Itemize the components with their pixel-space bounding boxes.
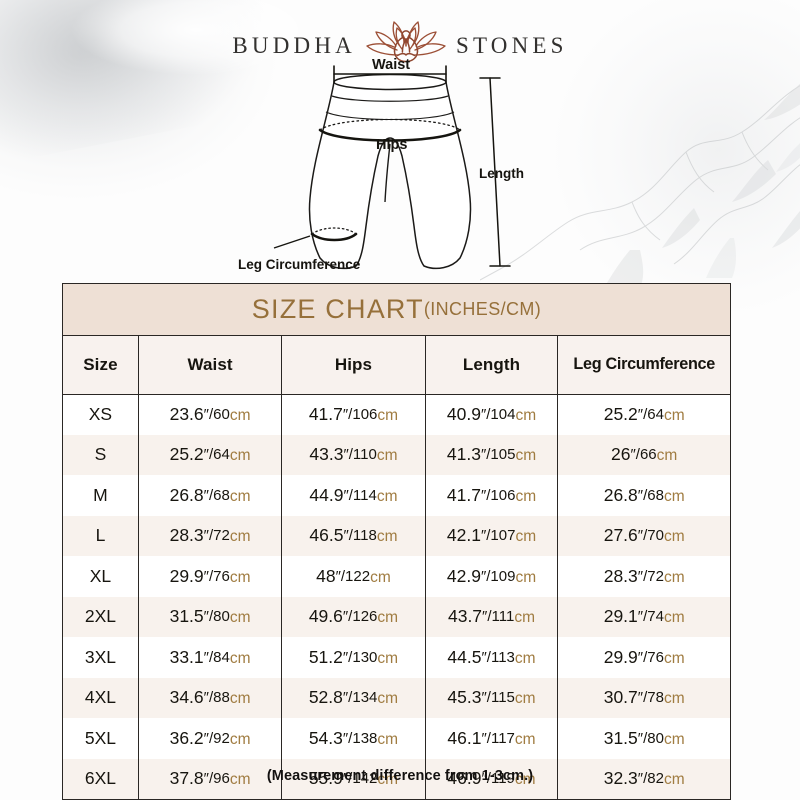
- cell-waist: 25.2″/64cm: [138, 434, 283, 475]
- cell-leg-circumference: 26.8″/68cm: [557, 475, 730, 516]
- cell-hips: 51.2″/130cm: [281, 637, 426, 678]
- table-row: 5XL 36.2″/92cm 54.3″/138cm 46.1″/117cm 31.5″…: [63, 718, 730, 759]
- cell-length: 41.7″/106cm: [425, 475, 559, 516]
- cell-leg-circumference: 28.3″/72cm: [557, 556, 730, 597]
- size-chart-table: Size Waist Hips Length Leg Circumference…: [63, 336, 730, 799]
- cell-size: L: [63, 515, 139, 556]
- diagram-label-leg-circumference: Leg Circumference: [238, 257, 361, 272]
- cell-leg-circumference: 30.7″/78cm: [557, 677, 730, 718]
- cell-leg-circumference: 25.2″/64cm: [557, 394, 730, 435]
- cell-waist: 23.6″/60cm: [138, 394, 283, 435]
- cell-hips: 54.3″/138cm: [281, 718, 426, 759]
- brand-word-right: STONES: [455, 32, 568, 58]
- cell-waist: 37.8″/96cm: [138, 758, 283, 799]
- cell-size: 3XL: [63, 637, 139, 678]
- brand-word-left: BUDDHA: [232, 32, 356, 58]
- table-row: M 26.8″/68cm 44.9″/114cm 41.7″/106cm 26.8″/6…: [63, 475, 730, 516]
- cell-leg-circumference: 27.6″/70cm: [557, 515, 730, 556]
- size-chart-title-main: SIZE CHART: [251, 294, 424, 324]
- size-chart-table-container: SIZE CHART (INCHES/CM) Size Waist Hips Le…: [62, 283, 731, 800]
- cell-size: S: [63, 434, 139, 475]
- cell-leg-circumference: 29.9″/76cm: [557, 637, 730, 678]
- cell-leg-circumference: 26″/66cm: [557, 434, 730, 475]
- cell-waist: 26.8″/68cm: [138, 475, 283, 516]
- diagram-label-length: Length: [479, 166, 524, 181]
- table-row: XS 23.6″/60cm 41.7″/106cm 40.9″/104cm 25.2″/…: [63, 394, 730, 435]
- cell-length: 46.1″/117cm: [425, 718, 559, 759]
- column-header-leg-circumference: Leg Circumference: [557, 336, 730, 395]
- column-header-length: Length: [425, 336, 559, 395]
- cell-size: 6XL: [63, 758, 139, 799]
- cell-size: XL: [63, 556, 139, 597]
- cell-waist: 31.5″/80cm: [138, 596, 283, 637]
- column-header-size: Size: [63, 336, 139, 395]
- table-body: XS 23.6″/60cm 41.7″/106cm 40.9″/104cm 25.2″/…: [63, 394, 730, 799]
- cell-leg-circumference: 31.5″/80cm: [557, 718, 730, 759]
- size-chart-title: SIZE CHART (INCHES/CM): [63, 284, 730, 336]
- cell-size: 4XL: [63, 677, 139, 718]
- cell-length: 45.3″/115cm: [425, 677, 559, 718]
- cell-waist: 29.9″/76cm: [138, 556, 283, 597]
- cell-size: XS: [63, 394, 139, 435]
- column-header-waist: Waist: [138, 336, 283, 395]
- brand-logo: BUDDHA: [0, 18, 800, 72]
- cell-hips: 52.8″/134cm: [281, 677, 426, 718]
- cell-waist: 28.3″/72cm: [138, 515, 283, 556]
- table-row: XL 29.9″/76cm 48″/122cm 42.9″/109cm 28.3″/72…: [63, 556, 730, 597]
- cell-length: 44.5″/113cm: [425, 637, 559, 678]
- table-row: L 28.3″/72cm 46.5″/118cm 42.1″/107cm 27.6″/7…: [63, 515, 730, 556]
- diagram-label-waist: Waist: [372, 57, 411, 73]
- cell-hips: 43.3″/110cm: [281, 434, 426, 475]
- measurement-footnote: (Measurement difference from 1-3cm.): [266, 768, 534, 784]
- column-header-hips: Hips: [281, 336, 426, 395]
- cell-hips: 49.6″/126cm: [281, 596, 426, 637]
- cell-length: 42.9″/109cm: [425, 556, 559, 597]
- cell-leg-circumference: 32.3″/82cm: [557, 758, 730, 799]
- cell-hips: 48″/122cm: [281, 556, 426, 597]
- cell-length: 41.3″/105cm: [425, 434, 559, 475]
- cell-waist: 33.1″/84cm: [138, 637, 283, 678]
- cell-size: 5XL: [63, 718, 139, 759]
- cell-hips: 55.9″/142cm: [281, 758, 426, 799]
- cell-size: 2XL: [63, 596, 139, 637]
- cell-leg-circumference: 29.1″/74cm: [557, 596, 730, 637]
- cell-length: 42.1″/107cm: [425, 515, 559, 556]
- table-row: 4XL 34.6″/88cm 52.8″/134cm 45.3″/115cm 30.7″…: [63, 677, 730, 718]
- table-row: 2XL 31.5″/80cm 49.6″/126cm 43.7″/111cm 29.1″…: [63, 596, 730, 637]
- table-header-row: Size Waist Hips Length Leg Circumference: [63, 336, 730, 395]
- cell-size: M: [63, 475, 139, 516]
- cell-length: 46.9″/119cm: [425, 758, 559, 799]
- table-row: S 25.2″/64cm 43.3″/110cm 41.3″/105cm 26″/66c…: [63, 434, 730, 475]
- pants-measurement-diagram: [228, 52, 568, 277]
- cell-waist: 36.2″/92cm: [138, 718, 283, 759]
- cell-waist: 34.6″/88cm: [138, 677, 283, 718]
- cell-hips: 46.5″/118cm: [281, 515, 426, 556]
- lotus-meditation-icon: [366, 21, 446, 63]
- cell-hips: 44.9″/114cm: [281, 475, 426, 516]
- table-row: 6XL 37.8″/96cm 55.9″/142cm 46.9″/119cm 32.3″…: [63, 758, 730, 799]
- cell-hips: 41.7″/106cm: [281, 394, 426, 435]
- diagram-label-hips: Hips: [376, 137, 408, 153]
- cell-length: 40.9″/104cm: [425, 394, 559, 435]
- table-row: 3XL 33.1″/84cm 51.2″/130cm 44.5″/113cm 29.9″…: [63, 637, 730, 678]
- size-chart-title-units: (INCHES/CM): [423, 299, 542, 319]
- cell-length: 43.7″/111cm: [425, 596, 559, 637]
